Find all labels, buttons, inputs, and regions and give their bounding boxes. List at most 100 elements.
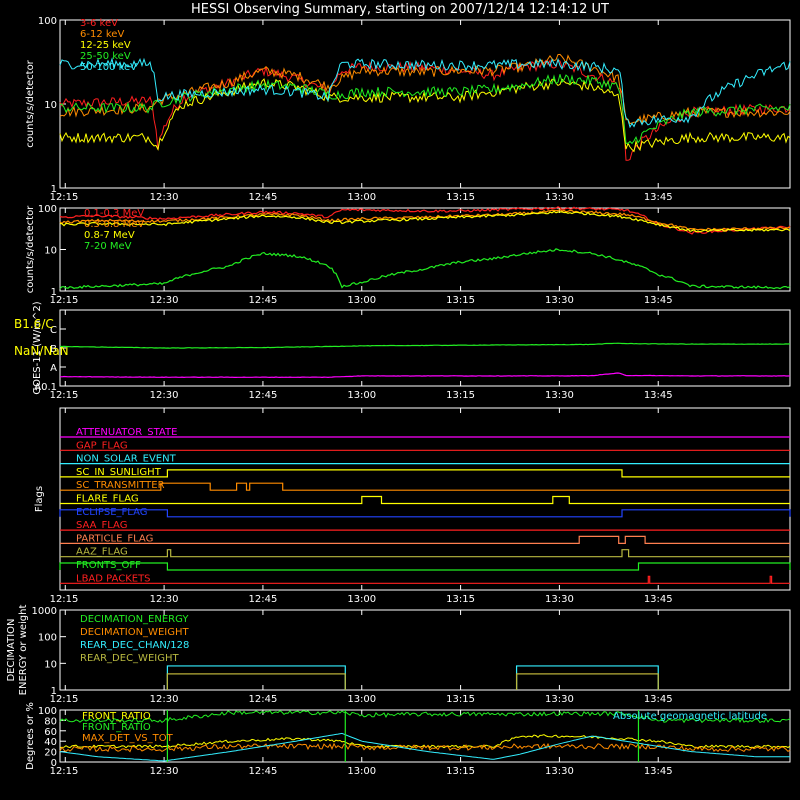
decimation-segment xyxy=(166,673,346,690)
series-line-12-25 keV xyxy=(59,78,791,153)
y-tick-label: 1 xyxy=(51,184,57,195)
goes-class-label: B1.6/C xyxy=(14,317,54,331)
x-tick-label: 13:15 xyxy=(446,192,475,203)
flag-label: GAP_FLAG xyxy=(76,440,128,451)
series-line-3-6 keV xyxy=(59,59,791,161)
flag-label: ATTENUATOR_STATE xyxy=(76,427,177,438)
x-tick-label: 13:15 xyxy=(446,766,475,777)
x-tick-label: 12:15 xyxy=(50,766,79,777)
legend-entry: 50-100 keV xyxy=(80,62,137,73)
x-tick-label: 12:15 xyxy=(50,192,79,203)
legend-entry: REAR_DEC_CHAN/128 xyxy=(80,640,189,651)
x-tick-label: 12:30 xyxy=(150,594,179,605)
legend-entry: FRONT_RATIO xyxy=(82,722,151,733)
y-axis-label: Degrees or % xyxy=(25,702,36,770)
x-tick-label: 13:30 xyxy=(545,295,574,306)
legend-entry: 0.3-0.8 MeV xyxy=(84,219,144,230)
y-tick-label: 80 xyxy=(44,716,57,727)
y-tick-label: 100 xyxy=(38,706,57,717)
flag-trace xyxy=(60,575,790,584)
flag-label: SC_TRANSMITTER xyxy=(76,480,165,491)
flag-label: AAZ_FLAG xyxy=(76,547,128,558)
x-tick-label: 12:45 xyxy=(249,766,278,777)
x-tick-label: 12:15 xyxy=(50,694,79,705)
y-tick-label: A0.1 xyxy=(34,382,57,393)
legend-entry: DECIMATION_WEIGHT xyxy=(80,627,189,638)
legend-entry: 6-12 keV xyxy=(80,29,124,40)
decimation-segment xyxy=(515,673,659,690)
y-tick-label: 10 xyxy=(44,659,57,670)
legend-entry: MAX_DET_VS_TOT xyxy=(82,733,174,744)
series-line-MAX_DET_VS_TOT xyxy=(59,742,791,753)
flag-label: FLARE_FLAG xyxy=(76,494,139,505)
x-tick-label: 12:15 xyxy=(50,390,79,401)
legend-entry: FRONT_RATIO xyxy=(82,711,151,722)
x-tick-label: 13:00 xyxy=(347,594,376,605)
x-tick-label: 13:30 xyxy=(545,594,574,605)
panel-frame-6 xyxy=(59,709,791,763)
x-tick-label: 12:45 xyxy=(249,694,278,705)
y-tick-label: A xyxy=(50,363,57,374)
figure-title: HESSI Observing Summary, starting on 200… xyxy=(191,2,609,17)
x-tick-label: 13:30 xyxy=(545,766,574,777)
flag-trace xyxy=(59,509,791,518)
x-tick-label: 12:15 xyxy=(50,295,79,306)
flag-label: NON_SOLAR_EVENT xyxy=(76,454,177,465)
decimation-segment xyxy=(166,673,346,690)
flag-label: ECLIPSE_FLAG xyxy=(76,507,147,518)
flag-label: FRONTS_OFF xyxy=(76,560,141,571)
x-tick-label: 13:45 xyxy=(644,694,673,705)
decimation-segment xyxy=(515,665,659,690)
goes-ratio-label: NaN/NaN xyxy=(14,344,69,358)
y-axis-label: Flags xyxy=(34,486,45,512)
y-axis-label: counts/s/detector xyxy=(25,205,36,293)
x-tick-label: 13:00 xyxy=(347,192,376,203)
x-tick-label: 12:45 xyxy=(249,192,278,203)
x-tick-label: 13:45 xyxy=(644,192,673,203)
x-tick-label: 13:15 xyxy=(446,390,475,401)
series-line-25-50 keV xyxy=(59,74,791,145)
y-tick-label: 1 xyxy=(51,287,57,298)
series-line-0.3-0.8 MeV xyxy=(59,209,791,232)
y-tick-label: B xyxy=(50,344,57,355)
x-tick-label: 12:30 xyxy=(150,390,179,401)
series-line-0.1-0.3 MeV xyxy=(59,206,791,235)
flag-trace xyxy=(60,495,790,505)
y-tick-label: 100 xyxy=(38,204,57,215)
panel-frame-4 xyxy=(59,407,791,591)
legend-entry: 3-6 keV xyxy=(80,18,118,29)
legend-entry: 25-50 keV xyxy=(80,51,131,62)
x-tick-label: 13:30 xyxy=(545,192,574,203)
flag-trace xyxy=(60,469,790,478)
x-tick-label: 13:30 xyxy=(545,694,574,705)
legend-entry: 0.1-0.3 MeV xyxy=(84,208,144,219)
y-tick-label: C xyxy=(50,325,57,336)
x-tick-label: 12:30 xyxy=(150,192,179,203)
x-tick-label: 13:00 xyxy=(347,694,376,705)
y-tick-label: 10 xyxy=(44,246,57,257)
x-tick-label: 12:45 xyxy=(249,594,278,605)
x-tick-label: 13:15 xyxy=(446,594,475,605)
legend-entry: DECIMATION_ENERGY xyxy=(80,614,189,625)
series-line-long xyxy=(59,342,791,349)
y-axis-label: counts/s/detector xyxy=(25,59,36,147)
x-tick-label: 13:45 xyxy=(644,766,673,777)
y-tick-label: 60 xyxy=(44,727,57,738)
x-tick-label: 13:30 xyxy=(545,390,574,401)
geomagnetic-latitude-label: Absolute geomagnetic latitude xyxy=(613,711,767,722)
x-tick-label: 12:30 xyxy=(150,766,179,777)
legend-entry: 7-20 MeV xyxy=(84,241,132,252)
y-tick-label: 0 xyxy=(51,758,57,769)
y-tick-label: 10 xyxy=(44,100,57,111)
y-tick-label: 1000 xyxy=(32,606,57,617)
x-tick-label: 13:00 xyxy=(347,766,376,777)
decimation-segment xyxy=(166,665,346,690)
legend-entry: 0.8-7 MeV xyxy=(84,230,135,241)
flag-trace xyxy=(59,562,791,571)
y-axis-label: ENERGY or weight xyxy=(18,605,29,696)
decimation-segment xyxy=(515,673,659,690)
x-tick-label: 12:30 xyxy=(150,694,179,705)
x-tick-label: 13:45 xyxy=(644,295,673,306)
flag-label: SAA_FLAG xyxy=(76,520,127,531)
